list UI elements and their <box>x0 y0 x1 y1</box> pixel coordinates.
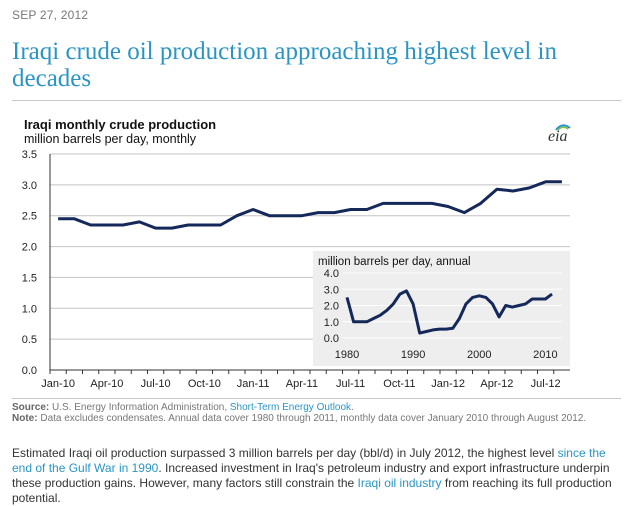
x-tick-label: Jan-10 <box>41 378 75 390</box>
x-tick-label: Apr-11 <box>286 378 318 390</box>
y-tick-label: 0.0 <box>22 365 37 377</box>
chart-title: Iraqi monthly crude production <box>24 117 217 132</box>
article-body: Estimated Iraqi oil production surpassed… <box>12 446 612 505</box>
headline[interactable]: Iraqi crude oil production approaching h… <box>12 38 557 92</box>
inset-x-tick-label: 1980 <box>335 349 359 361</box>
y-tick-label: 1.5 <box>22 272 37 284</box>
chart-bottom-divider <box>12 398 621 399</box>
y-tick-label: 2.5 <box>22 211 37 223</box>
inset-y-tick-label: 1.0 <box>324 317 339 329</box>
y-tick-label: 0.5 <box>22 334 37 346</box>
inset-x-tick-label: 1990 <box>401 349 425 361</box>
inset-y-tick-label: 0.0 <box>324 333 339 345</box>
y-tick-label: 3.5 <box>22 149 37 161</box>
y-tick-label: 3.0 <box>22 180 37 192</box>
inset-chart-title: million barrels per day, annual <box>318 256 471 268</box>
x-tick-label: Apr-12 <box>480 378 513 390</box>
inset-y-tick-label: 4.0 <box>324 268 339 280</box>
source-line: Source: U.S. Energy Information Administ… <box>12 402 354 413</box>
monthly-series-line <box>58 180 562 230</box>
x-tick-label: Oct-10 <box>188 378 221 390</box>
note-line: Note: Data excludes condensates. Annual … <box>12 413 587 424</box>
inset-y-tick-label: 2.0 <box>324 301 339 313</box>
chart-units-label: million barrels per day, monthly <box>24 132 197 146</box>
iraqi-oil-industry-link[interactable]: Iraqi oil industry <box>357 476 442 490</box>
publish-date: SEP 27, 2012 <box>12 8 89 22</box>
inset-x-tick-label: 2000 <box>467 349 491 361</box>
x-tick-label: Jul-10 <box>141 378 171 390</box>
inset-x-tick-label: 2010 <box>533 349 557 361</box>
x-tick-label: Oct-11 <box>383 378 415 390</box>
gulf-war-link[interactable]: since the end of the Gulf War in 1990 <box>12 446 606 475</box>
inset-chart-background <box>313 251 570 366</box>
inset-annual-series-line <box>345 289 553 335</box>
main-chart: 0.0 0.5 1.0 1.5 2.0 2.5 3.0 3.5 Jan-10 Apr-10 Jul… <box>22 149 570 390</box>
y-tick-label: 2.0 <box>22 242 37 254</box>
x-tick-label: Jan-11 <box>237 378 270 390</box>
steo-link[interactable]: Short-Term Energy Outlook <box>229 402 352 413</box>
x-tick-label: Jul-11 <box>336 378 365 390</box>
eia-logo: eia <box>548 124 576 146</box>
inset-y-tick-label: 3.0 <box>324 284 339 296</box>
source-notes: Source: U.S. Energy Information Administ… <box>12 402 612 424</box>
y-tick-label: 1.0 <box>22 303 37 315</box>
x-tick-label: Jan-12 <box>431 378 465 390</box>
x-tick-label: Jul-12 <box>531 378 561 390</box>
x-tick-label: Apr-10 <box>90 378 123 390</box>
header-divider <box>12 100 621 101</box>
